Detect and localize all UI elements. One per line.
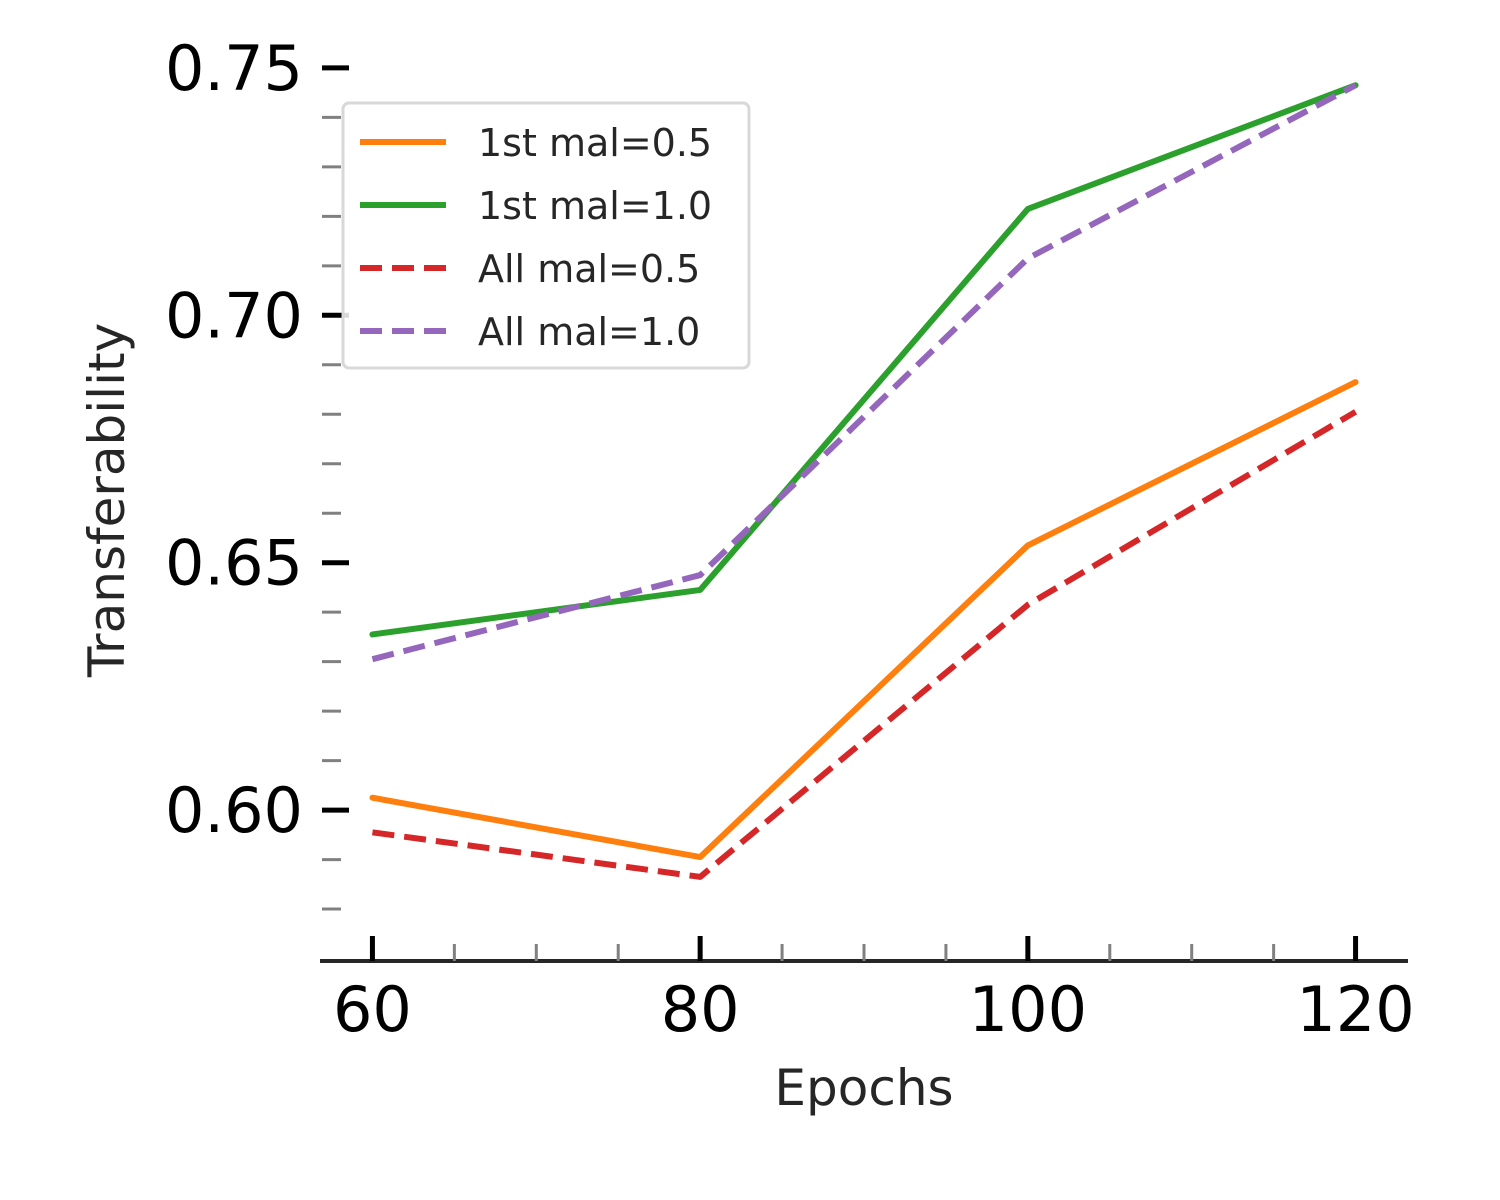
legend-label: 1st mal=1.0 bbox=[478, 184, 712, 228]
series-line-2 bbox=[369, 82, 1359, 638]
y-tick-label: 0.75 bbox=[165, 32, 303, 105]
x-axis-label: Epochs bbox=[774, 1059, 953, 1117]
major-ticks bbox=[322, 65, 1359, 961]
y-tick-label: 0.70 bbox=[165, 279, 303, 352]
tick-labels: 60 80 100 120 0.60 0.65 0.70 0.75 bbox=[165, 32, 1415, 1046]
minor-ticks bbox=[322, 115, 1276, 961]
legend-label: All mal=0.5 bbox=[478, 247, 700, 291]
legend-label: 1st mal=0.5 bbox=[478, 121, 712, 165]
x-tick-label: 80 bbox=[661, 973, 740, 1046]
series-line-3 bbox=[372, 409, 1358, 880]
series-line-1 bbox=[369, 379, 1359, 861]
x-tick-label: 100 bbox=[969, 973, 1087, 1046]
series-line-4 bbox=[371, 82, 1357, 663]
y-tick-label: 0.65 bbox=[165, 527, 303, 600]
y-tick-label: 0.60 bbox=[165, 774, 303, 847]
series-lines bbox=[369, 82, 1359, 880]
legend-label: All mal=1.0 bbox=[478, 310, 700, 354]
x-tick-label: 120 bbox=[1296, 973, 1414, 1046]
legend: 1st mal=0.5 1st mal=1.0 All mal=0.5 All mal… bbox=[341, 101, 751, 370]
y-axis-label: Transferability bbox=[78, 323, 136, 678]
x-tick-label: 60 bbox=[333, 973, 412, 1046]
legend-frame bbox=[341, 101, 751, 370]
